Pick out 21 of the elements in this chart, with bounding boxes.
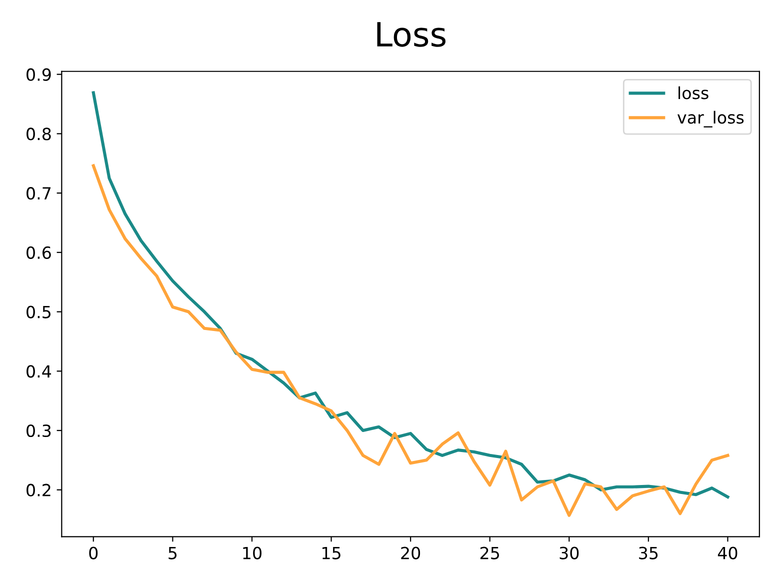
x-tick-label: 35 (639, 546, 658, 560)
x-tick-label: 30 (560, 546, 579, 560)
x-tick-label: 0 (89, 546, 98, 560)
x-tick-label: 25 (480, 546, 499, 560)
legend-label: var_loss (677, 110, 744, 128)
legend-label: loss (678, 86, 708, 100)
y-tick-label: 0.2 (26, 484, 50, 496)
x-tick-label: 40 (718, 546, 738, 560)
y-tick-label: 0.9 (26, 68, 51, 81)
x-tick-label: 20 (401, 546, 420, 560)
x-tick-label: 5 (168, 546, 177, 560)
y-tick-label: 0.4 (26, 365, 52, 378)
x-tick-label: 10 (243, 546, 262, 560)
y-tick-label: 0.6 (26, 246, 51, 259)
y-tick-label: 0.8 (26, 128, 51, 140)
y-tick-label: 0.3 (26, 424, 51, 438)
x-tick-label: 15 (322, 546, 340, 560)
y-tick-label: 0.5 (26, 306, 51, 318)
chart-title: Loss (377, 22, 446, 47)
line-series (92, 164, 730, 517)
y-tick-label: 0.7 (26, 187, 51, 200)
